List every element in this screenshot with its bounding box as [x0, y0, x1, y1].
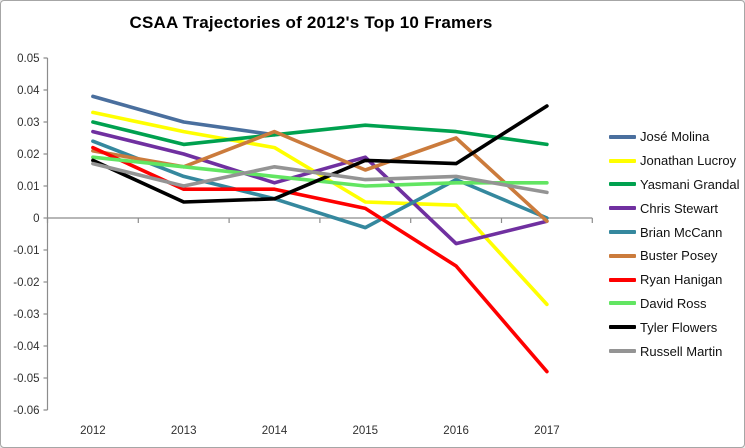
series-line-tyler-flowers — [91, 104, 549, 204]
legend-label: José Molina — [640, 129, 710, 145]
legend-line-swatch — [609, 253, 636, 258]
y-axis-tick-label: 0 — [33, 213, 39, 225]
series-line-jonathan-lucroy — [91, 110, 549, 307]
legend-item: Russell Martin — [609, 339, 739, 363]
legend-label: Russell Martin — [640, 343, 723, 359]
legend-line-swatch — [609, 277, 636, 282]
series-line-russell-martin — [91, 161, 549, 195]
x-axis-label: 2012 — [80, 425, 106, 437]
series-line-jos-molina — [91, 94, 277, 137]
y-axis-tick-label: -0.01 — [13, 245, 39, 257]
x-axis-label: 2017 — [534, 425, 560, 437]
legend-line-swatch — [609, 325, 636, 330]
y-axis-tick-label: 0.02 — [17, 149, 39, 161]
legend-label: David Ross — [640, 295, 707, 311]
series-line-brian-mccann — [91, 139, 549, 230]
x-axis-label: 2014 — [262, 425, 288, 437]
y-axis-tick-label: 0.04 — [17, 85, 40, 97]
legend-item: Brian McCann — [609, 220, 739, 244]
legend-item: David Ross — [609, 292, 739, 316]
legend-line-swatch — [609, 349, 636, 354]
legend-line-swatch — [609, 134, 636, 139]
legend-line-swatch — [609, 158, 636, 163]
legend-line-swatch — [609, 230, 636, 235]
y-axis-tick-label: 0.05 — [17, 53, 39, 65]
legend-label: Tyler Flowers — [640, 319, 718, 335]
legend-label: Yasmani Grandal — [640, 176, 740, 192]
legend-item: Buster Posey — [609, 244, 739, 268]
legend: José Molina Jonathan Lucroy Yasmani Granda… — [609, 125, 739, 363]
legend-line-swatch — [609, 206, 636, 211]
legend-line-swatch — [609, 182, 636, 187]
legend-label: Ryan Hanigan — [640, 272, 723, 288]
legend-item: Jonathan Lucroy — [609, 149, 739, 173]
series-line-chris-stewart — [91, 129, 549, 246]
series-line-yasmani-grandal — [91, 120, 549, 147]
legend-item: Yasmani Grandal — [609, 173, 739, 197]
legend-label: Buster Posey — [640, 248, 718, 264]
legend-line-swatch — [609, 301, 636, 306]
chart-title: CSAA Trajectories of 2012's Top 10 Frame… — [129, 13, 493, 32]
y-axis-tick-label: 0.01 — [17, 181, 39, 193]
y-axis-tick-label: -0.05 — [13, 373, 39, 385]
legend-label: Chris Stewart — [640, 200, 719, 216]
y-axis-tick-label: -0.04 — [13, 341, 40, 353]
x-axis-label: 2015 — [353, 425, 379, 437]
y-axis-tick-label: -0.02 — [13, 277, 39, 289]
legend-label: Brian McCann — [640, 224, 723, 240]
y-axis-tick-label: 0.03 — [17, 117, 39, 129]
y-axis-tick-label: -0.06 — [13, 405, 39, 417]
y-axis-tick-label: -0.03 — [13, 309, 39, 321]
legend-label: Jonathan Lucroy — [640, 153, 737, 169]
legend-item: Tyler Flowers — [609, 315, 739, 339]
legend-item: Chris Stewart — [609, 196, 739, 220]
legend-item: José Molina — [609, 125, 739, 149]
x-axis-label: 2013 — [171, 425, 197, 437]
legend-item: Ryan Hanigan — [609, 268, 739, 292]
x-axis-label: 2016 — [443, 425, 469, 437]
